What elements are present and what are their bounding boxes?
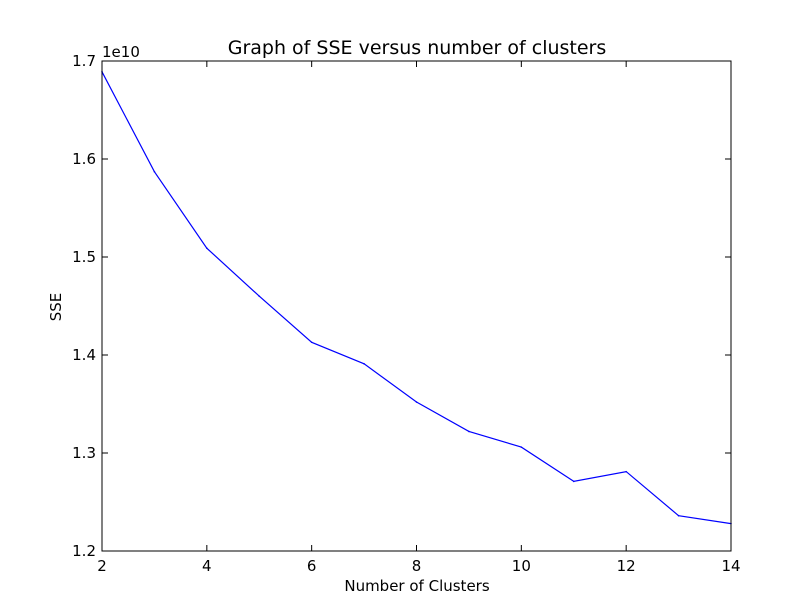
data-point <box>363 363 365 365</box>
y-axis-ticks: 1.2 1.3 1.4 1.5 1.6 1.7 <box>72 52 731 560</box>
y-axis-offset-label: 1e10 <box>102 43 140 61</box>
x-tick-label: 4 <box>202 557 212 575</box>
data-point <box>677 514 680 517</box>
data-point <box>258 295 261 298</box>
x-tick-label: 14 <box>721 557 740 575</box>
data-point <box>310 341 313 344</box>
data-point <box>625 470 627 473</box>
data-point <box>153 170 156 173</box>
x-tick-label: 8 <box>412 557 422 575</box>
chart-title: Graph of SSE versus number of clusters <box>228 37 607 59</box>
y-tick-label: 1.6 <box>72 150 96 168</box>
y-axis-label: SSE <box>47 293 65 322</box>
plot-area: 2 4 6 8 10 12 14 1.2 1.3 1.4 1.5 1.6 1.7 <box>72 52 740 575</box>
y-tick-label: 1.7 <box>72 52 96 70</box>
y-tick-label: 1.2 <box>72 542 96 560</box>
x-tick-label: 10 <box>512 557 531 575</box>
data-points <box>101 70 732 525</box>
data-point <box>520 446 523 448</box>
data-point <box>468 430 470 433</box>
x-tick-label: 2 <box>97 557 107 575</box>
y-tick-label: 1.5 <box>72 248 96 266</box>
x-axis-label: Number of Clusters <box>344 577 489 595</box>
data-point <box>206 247 208 249</box>
x-tick-label: 12 <box>617 557 636 575</box>
x-tick-label: 6 <box>307 557 317 575</box>
sse-line <box>101 71 732 525</box>
y-tick-label: 1.3 <box>72 444 96 462</box>
plot-frame <box>101 60 732 552</box>
data-point <box>415 401 418 403</box>
x-axis-ticks: 2 4 6 8 10 12 14 <box>97 61 741 575</box>
data-point <box>572 480 575 483</box>
y-tick-label: 1.4 <box>72 346 96 364</box>
